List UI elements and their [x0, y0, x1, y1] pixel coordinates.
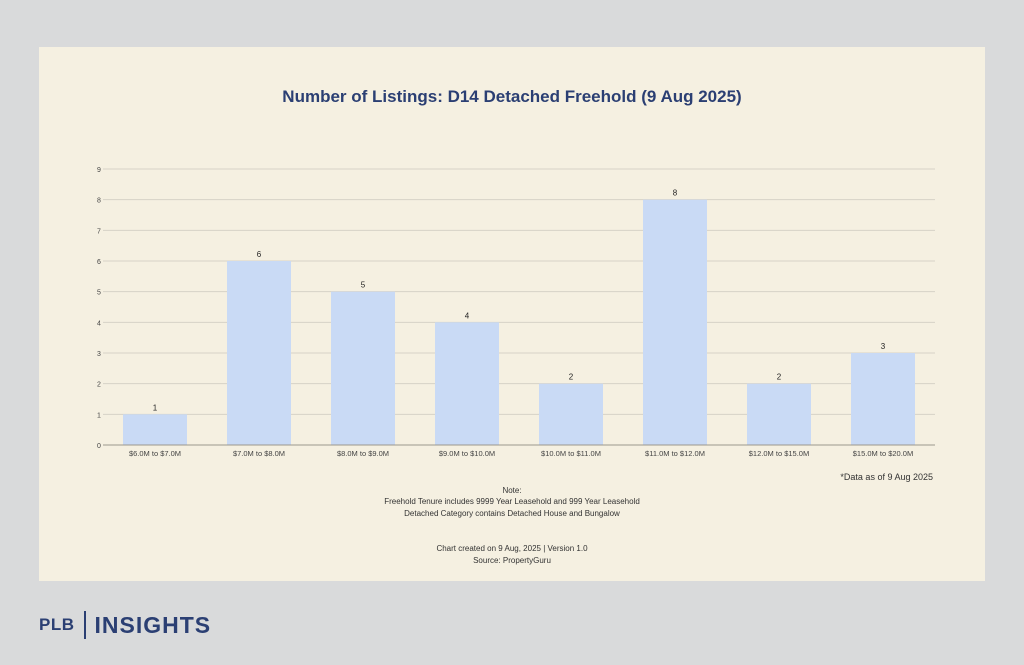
x-tick-label: $10.0M to $11.0M [541, 449, 601, 458]
x-tick-label: $9.0M to $10.0M [439, 449, 495, 458]
x-tick-label: $15.0M to $20.0M [853, 449, 913, 458]
y-tick-label: 3 [97, 351, 101, 358]
y-tick-label: 1 [97, 412, 101, 419]
data-label: 6 [257, 250, 262, 259]
data-label: 3 [881, 342, 886, 351]
note-category: Detached Category contains Detached Hous… [404, 509, 620, 518]
note-heading: Note: [502, 486, 522, 495]
brand-prefix: PLB [39, 615, 75, 634]
brand-divider [83, 611, 86, 639]
bar [539, 383, 603, 445]
data-label: 1 [153, 403, 158, 412]
bar [435, 322, 499, 445]
data-as-of-note: *Data as of 9 Aug 2025 [840, 472, 933, 482]
brand-name: INSIGHTS [94, 611, 212, 638]
y-tick-label: 6 [97, 259, 101, 266]
bar [747, 383, 811, 445]
x-tick-label: $11.0M to $12.0M [645, 449, 705, 458]
y-tick-label: 5 [97, 290, 101, 297]
y-tick-label: 8 [97, 198, 101, 205]
data-label: 8 [673, 189, 678, 198]
bar [643, 199, 707, 445]
chart-created-note: Chart created on 9 Aug, 2025 | Version 1… [436, 544, 588, 553]
y-tick-label: 4 [97, 320, 101, 327]
data-label: 4 [465, 311, 470, 320]
bar [331, 291, 395, 445]
source-note: Source: PropertyGuru [473, 556, 551, 565]
bar-chart: 0 1 2 3 4 5 6 7 8 9 1 $6.0M to $7.0M 6 $7.0M to $8.0M… [97, 167, 935, 458]
bar [123, 414, 187, 445]
data-label: 2 [777, 373, 782, 382]
data-label: 2 [569, 373, 574, 382]
y-tick-label: 7 [97, 228, 101, 235]
x-tick-label: $12.0M to $15.0M [749, 449, 809, 458]
bar [851, 353, 915, 445]
x-tick-label: $7.0M to $8.0M [233, 449, 285, 458]
note-tenure: Freehold Tenure includes 9999 Year Lease… [384, 497, 640, 506]
chart-title: Number of Listings: D14 Detached Freehol… [282, 87, 742, 106]
data-label: 5 [361, 281, 366, 290]
y-tick-label: 0 [97, 443, 101, 450]
x-tick-label: $6.0M to $7.0M [129, 449, 181, 458]
y-tick-label: 2 [97, 382, 101, 389]
chart-card: Number of Listings: D14 Detached Freehol… [39, 47, 985, 581]
y-tick-label: 9 [97, 167, 101, 174]
bar [227, 261, 291, 445]
x-tick-label: $8.0M to $9.0M [337, 449, 389, 458]
plb-insights-logo: PLB INSIGHTS [39, 610, 211, 640]
